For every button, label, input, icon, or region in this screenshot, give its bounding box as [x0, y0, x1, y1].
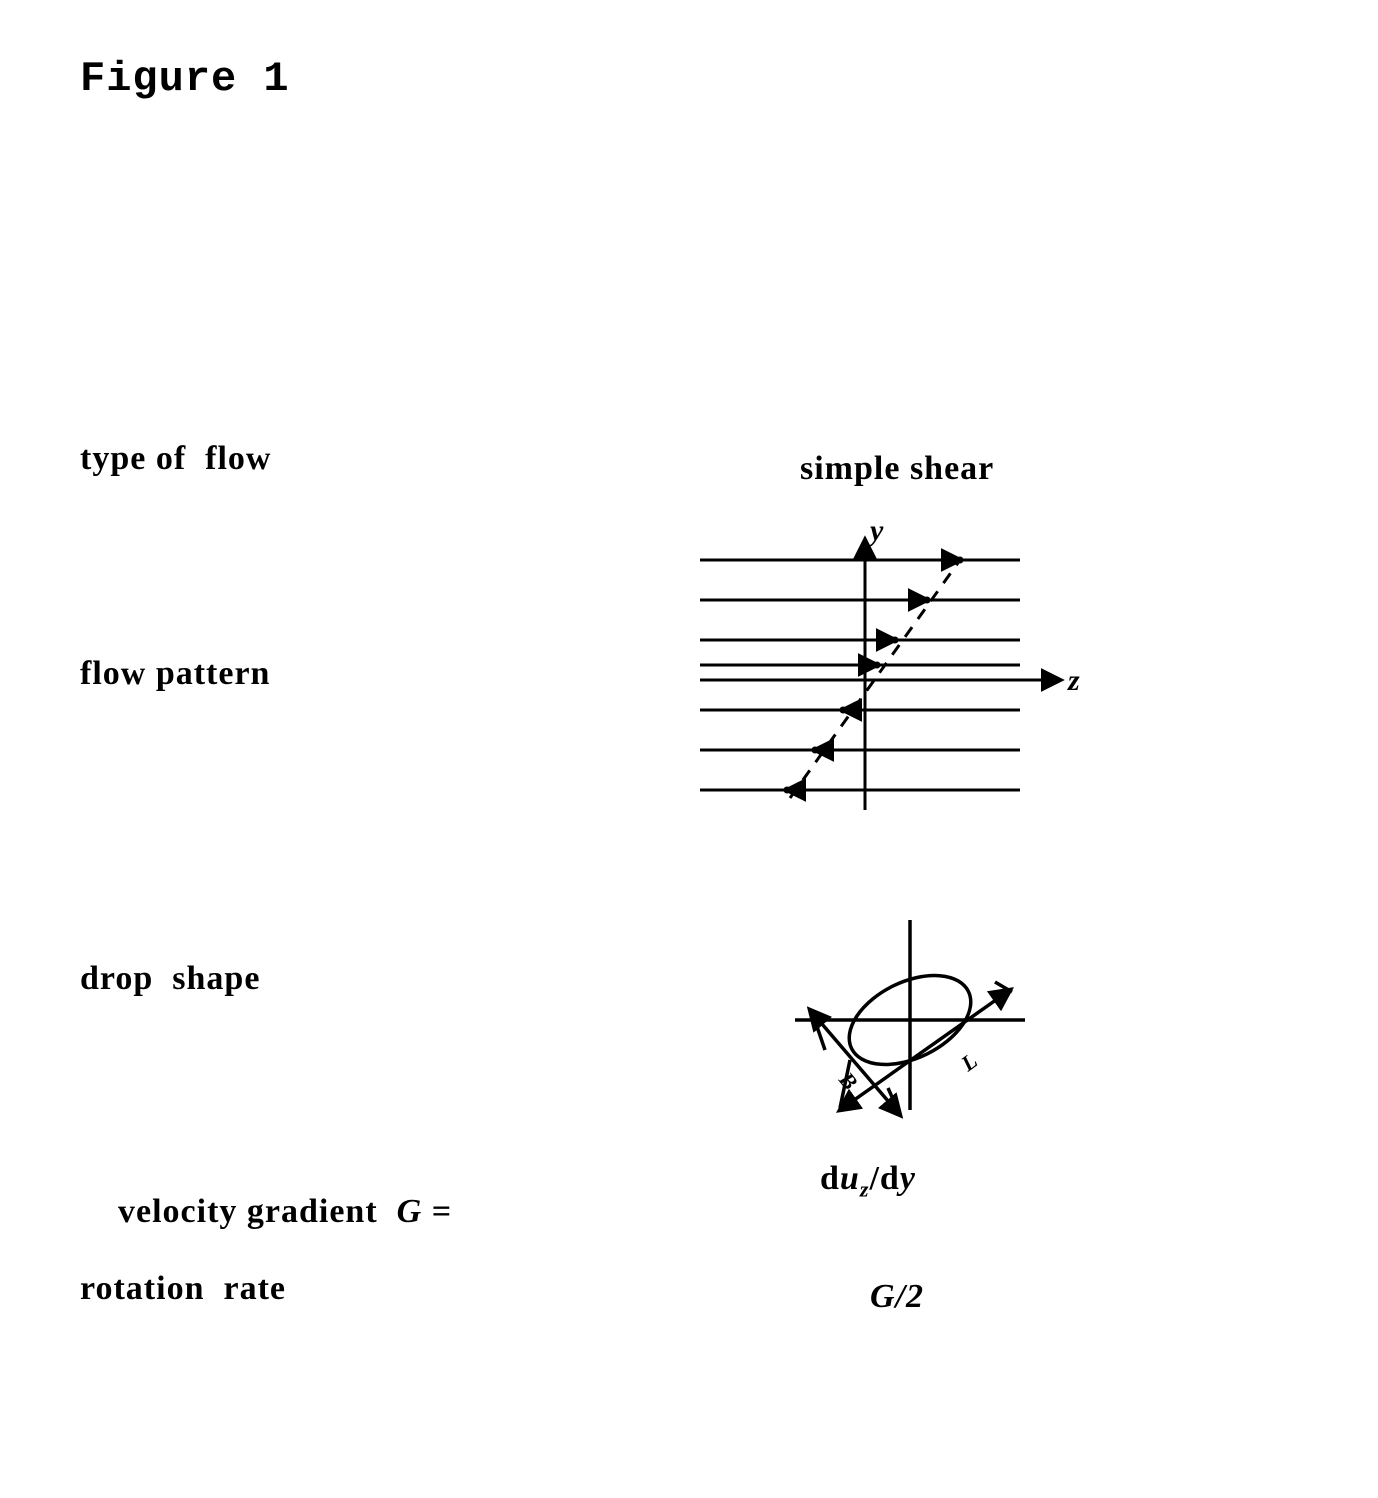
svg-text:y: y	[867, 520, 884, 547]
label-velocity-gradient: velocity gradient G =	[80, 1155, 452, 1269]
label-type-of-flow: type of flow	[80, 440, 271, 478]
figure-page: Figure 1 type of flow simple shear flow …	[0, 0, 1378, 1498]
drop-shape-diagram: BL	[780, 910, 1040, 1130]
velgrad-eq: =	[422, 1193, 452, 1230]
label-rotation-rate: rotation rate	[80, 1270, 286, 1308]
velgrad-G: G	[397, 1193, 423, 1230]
figure-title: Figure 1	[80, 55, 290, 103]
value-velocity-gradient: duz/dy	[820, 1160, 916, 1203]
value-rotation-rate: G/2	[870, 1278, 924, 1316]
flow-pattern-diagram: yz	[690, 520, 1090, 830]
vg-y: y	[900, 1160, 916, 1197]
svg-text:L: L	[955, 1048, 981, 1077]
vg-sub: z	[860, 1177, 870, 1202]
vg-slash: /	[869, 1160, 879, 1197]
vg-d1: d	[820, 1160, 840, 1197]
vg-d2: d	[880, 1160, 900, 1197]
value-type-of-flow: simple shear	[800, 450, 994, 488]
velgrad-prefix: velocity gradient	[118, 1193, 397, 1230]
svg-text:z: z	[1067, 664, 1080, 697]
label-drop-shape: drop shape	[80, 960, 260, 998]
vg-u: u	[840, 1160, 860, 1197]
label-flow-pattern: flow pattern	[80, 655, 270, 693]
svg-text:B: B	[834, 1066, 863, 1094]
